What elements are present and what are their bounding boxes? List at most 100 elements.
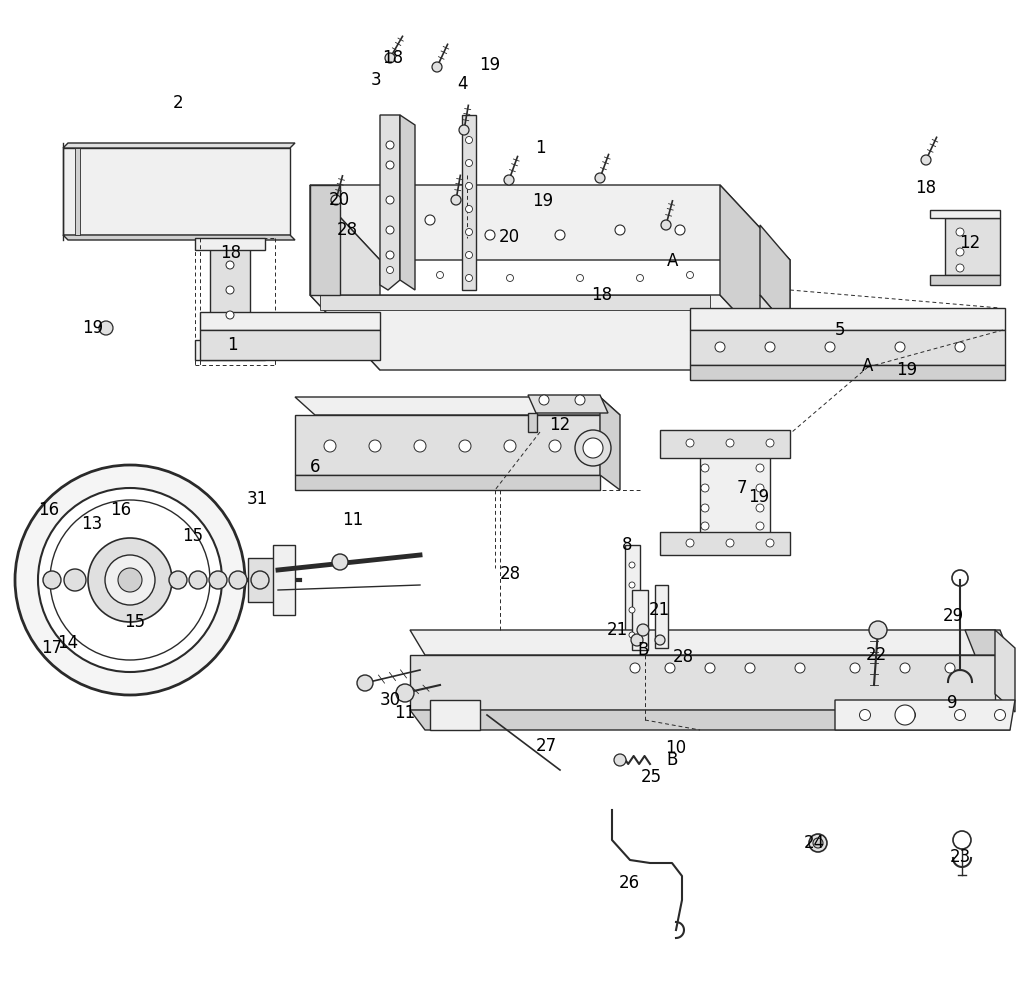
Circle shape	[766, 439, 774, 447]
Text: 10: 10	[666, 739, 686, 757]
Circle shape	[686, 539, 694, 547]
Text: A: A	[668, 252, 679, 270]
Polygon shape	[930, 210, 1000, 218]
Circle shape	[466, 183, 472, 190]
Polygon shape	[930, 275, 1000, 285]
Circle shape	[701, 522, 709, 530]
Circle shape	[331, 195, 341, 205]
Text: 1: 1	[226, 336, 238, 354]
Circle shape	[850, 663, 860, 673]
Text: 29: 29	[942, 607, 964, 625]
Circle shape	[451, 195, 461, 205]
Circle shape	[425, 215, 435, 225]
Circle shape	[701, 484, 709, 492]
Circle shape	[539, 395, 549, 405]
Circle shape	[637, 274, 643, 281]
Circle shape	[595, 173, 605, 183]
Polygon shape	[690, 330, 1005, 365]
Circle shape	[386, 251, 394, 259]
Polygon shape	[310, 185, 380, 370]
Text: 18: 18	[592, 286, 612, 304]
Circle shape	[705, 663, 715, 673]
Polygon shape	[75, 148, 80, 235]
Text: 28: 28	[500, 565, 520, 583]
Circle shape	[485, 230, 495, 240]
Circle shape	[956, 248, 964, 256]
Circle shape	[615, 225, 625, 235]
Polygon shape	[600, 397, 620, 490]
Circle shape	[945, 663, 955, 673]
Text: 21: 21	[648, 601, 670, 619]
Circle shape	[386, 196, 394, 204]
Circle shape	[686, 271, 693, 278]
Polygon shape	[690, 308, 1005, 330]
Text: 20: 20	[499, 228, 519, 246]
Circle shape	[994, 710, 1006, 721]
Text: 1: 1	[535, 139, 546, 157]
Text: 19: 19	[479, 56, 501, 74]
Circle shape	[169, 571, 187, 589]
Circle shape	[432, 62, 442, 72]
Polygon shape	[965, 630, 1010, 655]
Polygon shape	[700, 455, 770, 535]
Circle shape	[726, 439, 734, 447]
Circle shape	[629, 582, 635, 588]
Text: 19: 19	[896, 361, 918, 379]
Polygon shape	[295, 397, 620, 415]
Polygon shape	[660, 532, 790, 555]
Circle shape	[637, 624, 649, 636]
Text: 4: 4	[458, 75, 468, 93]
Polygon shape	[655, 585, 668, 648]
Circle shape	[504, 175, 514, 185]
Circle shape	[88, 538, 172, 622]
Circle shape	[251, 571, 269, 589]
Circle shape	[209, 571, 227, 589]
Text: 19: 19	[749, 488, 770, 506]
Polygon shape	[319, 295, 710, 310]
Polygon shape	[462, 115, 476, 290]
Circle shape	[756, 464, 764, 472]
Circle shape	[954, 710, 966, 721]
Circle shape	[765, 342, 775, 352]
Circle shape	[904, 710, 915, 721]
Text: 6: 6	[309, 458, 321, 476]
Text: 22: 22	[865, 646, 887, 664]
Circle shape	[675, 225, 685, 235]
Circle shape	[459, 440, 471, 452]
Circle shape	[386, 266, 393, 273]
Circle shape	[386, 141, 394, 149]
Circle shape	[955, 342, 965, 352]
Circle shape	[369, 440, 381, 452]
Polygon shape	[63, 143, 295, 148]
Polygon shape	[295, 475, 600, 490]
Text: 28: 28	[337, 221, 357, 239]
Circle shape	[813, 838, 823, 848]
Circle shape	[726, 539, 734, 547]
Text: 31: 31	[247, 490, 267, 508]
Circle shape	[549, 440, 561, 452]
Circle shape	[357, 675, 373, 691]
Polygon shape	[410, 710, 1010, 730]
Circle shape	[555, 230, 565, 240]
Polygon shape	[310, 295, 790, 370]
Circle shape	[921, 155, 931, 165]
Polygon shape	[295, 415, 600, 475]
Circle shape	[466, 205, 472, 212]
Circle shape	[655, 635, 665, 645]
Text: 20: 20	[329, 191, 349, 209]
Text: 7: 7	[736, 479, 748, 497]
Text: 17: 17	[41, 639, 62, 657]
Polygon shape	[835, 700, 1015, 730]
Circle shape	[900, 663, 910, 673]
Circle shape	[396, 684, 414, 702]
Polygon shape	[410, 630, 1010, 655]
Circle shape	[745, 663, 755, 673]
Circle shape	[665, 663, 675, 673]
Circle shape	[466, 252, 472, 259]
Circle shape	[386, 161, 394, 169]
Text: 15: 15	[125, 613, 145, 631]
Text: 16: 16	[39, 501, 59, 519]
Circle shape	[386, 226, 394, 234]
Polygon shape	[410, 655, 995, 710]
Text: 28: 28	[673, 648, 693, 666]
